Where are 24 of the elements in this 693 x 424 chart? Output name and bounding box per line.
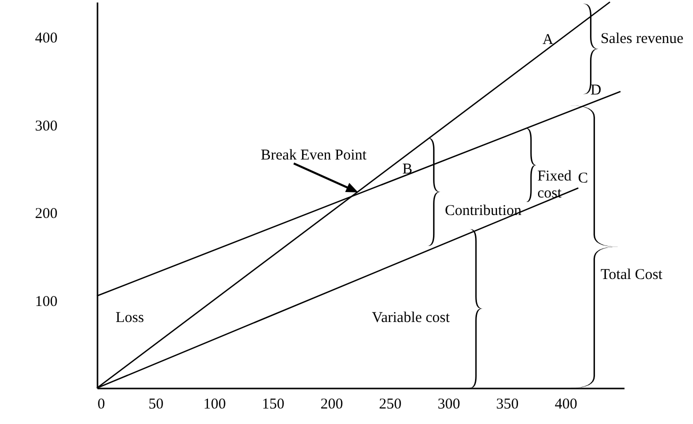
annotation: Contribution <box>444 202 522 219</box>
annotation: Fixed cost <box>537 168 572 202</box>
y-tick-label: 200 <box>35 206 58 222</box>
y-tick-label: 300 <box>35 118 58 134</box>
x-tick-label: 100 <box>203 396 226 412</box>
x-tick-label: 300 <box>438 396 460 412</box>
annotation: Variable cost <box>372 310 451 326</box>
x-tick-label: 250 <box>379 396 402 412</box>
annotation: Sales revenue <box>600 30 684 47</box>
x-tick-label: 50 <box>148 396 164 412</box>
annotation: B <box>402 162 412 178</box>
annotation: C <box>578 170 588 186</box>
y-tick-label: 100 <box>35 294 58 310</box>
x-tick-label: 200 <box>320 396 343 412</box>
annotation: D <box>590 82 602 99</box>
annotation: A <box>542 32 554 48</box>
x-tick-label: 0 <box>98 396 105 412</box>
x-tick-label: 150 <box>262 396 284 412</box>
annotation: Break Even Point <box>260 148 368 164</box>
annotation: Loss <box>116 310 144 326</box>
x-tick-label: 350 <box>496 396 519 412</box>
annotation: Total Cost <box>600 266 664 283</box>
y-tick-label: 400 <box>35 30 58 47</box>
x-tick-label: 400 <box>554 396 578 412</box>
